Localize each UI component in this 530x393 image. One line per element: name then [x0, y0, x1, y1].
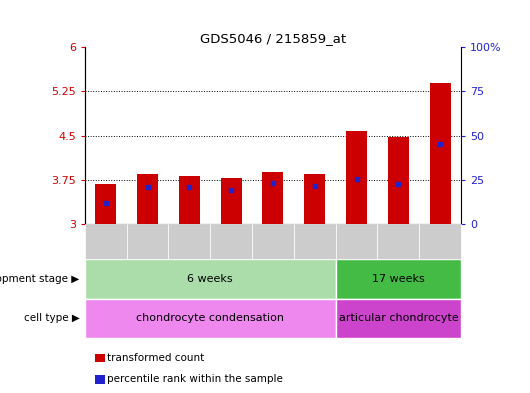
Bar	[85, 259, 335, 299]
Bar	[430, 83, 450, 224]
Bar	[262, 172, 284, 224]
Text: articular chondrocyte: articular chondrocyte	[339, 313, 458, 323]
Bar	[169, 47, 210, 224]
Text: cell type ▶: cell type ▶	[24, 313, 80, 323]
Bar	[346, 131, 367, 224]
Bar	[137, 174, 158, 224]
Text: development stage ▶: development stage ▶	[0, 274, 80, 284]
Title: GDS5046 / 215859_at: GDS5046 / 215859_at	[200, 31, 346, 44]
Bar	[220, 178, 242, 224]
Text: chondrocyte condensation: chondrocyte condensation	[136, 313, 284, 323]
Bar	[210, 47, 252, 224]
Bar	[294, 47, 335, 224]
Bar	[85, 299, 335, 338]
Bar	[85, 47, 127, 224]
Text: 6 weeks: 6 weeks	[188, 274, 233, 284]
Bar	[335, 47, 377, 224]
Text: transformed count: transformed count	[107, 353, 204, 363]
Bar	[252, 47, 294, 224]
Bar	[377, 47, 419, 224]
Bar	[95, 184, 116, 224]
Text: 17 weeks: 17 weeks	[372, 274, 425, 284]
Bar	[419, 47, 461, 224]
Bar	[335, 259, 461, 299]
Bar	[179, 176, 200, 224]
Text: percentile rank within the sample: percentile rank within the sample	[107, 374, 283, 384]
Bar	[127, 47, 169, 224]
Bar	[304, 174, 325, 224]
Bar	[388, 138, 409, 224]
Bar	[335, 299, 461, 338]
